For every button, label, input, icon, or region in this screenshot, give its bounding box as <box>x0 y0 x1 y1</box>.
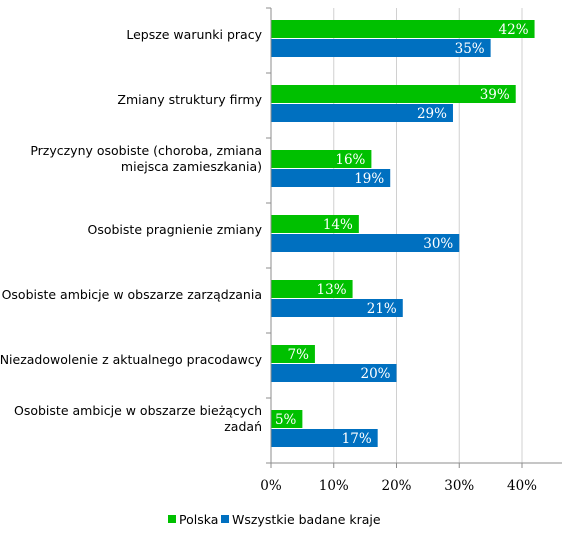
x-tick-label: 40% <box>507 478 537 494</box>
data-label: 35% <box>455 41 485 57</box>
data-label: 29% <box>417 106 447 122</box>
legend-swatch <box>168 515 176 523</box>
data-label: 5% <box>275 412 297 428</box>
category-label: Przyczyny osobiste (choroba, zmiana <box>30 143 262 158</box>
bar <box>271 345 315 363</box>
category-label: Osobiste pragnienie zmiany <box>88 222 263 237</box>
bar <box>271 299 403 317</box>
bar <box>271 104 453 122</box>
category-label: Osobiste ambicje w obszarze zarządzania <box>2 287 262 302</box>
data-label: 16% <box>335 152 365 168</box>
bar <box>271 150 372 168</box>
axes <box>266 7 562 468</box>
data-label: 13% <box>317 282 347 298</box>
bars <box>271 20 535 447</box>
x-tick-label: 0% <box>260 478 282 494</box>
x-tick-label: 20% <box>381 478 411 494</box>
data-label: 30% <box>423 236 453 252</box>
x-tick-label: 30% <box>444 478 474 494</box>
x-tick-label: 10% <box>319 478 349 494</box>
data-label: 21% <box>367 301 397 317</box>
category-label: Lepsze warunki pracy <box>126 27 262 42</box>
legend: Polska Wszystkie badane kraje <box>168 512 381 527</box>
bar <box>271 429 378 447</box>
data-label: 19% <box>354 171 384 187</box>
bar <box>271 364 397 382</box>
category-label: Osobiste ambicje w obszarze bieżących <box>14 403 262 418</box>
bar <box>271 215 359 233</box>
data-label: 14% <box>323 217 353 233</box>
legend-label: Polska <box>179 512 218 527</box>
bar <box>271 234 460 252</box>
category-label: Niezadowolenie z aktualnego pracodawcy <box>0 352 263 367</box>
bar <box>271 85 516 103</box>
data-label: 42% <box>499 22 529 38</box>
data-label: 7% <box>288 347 310 363</box>
data-label: 17% <box>342 431 372 447</box>
data-label: 20% <box>360 366 390 382</box>
legend-swatch <box>221 515 229 523</box>
labels: 42% 35% Lepsze warunki pracy 39% 29% Zmiany s… <box>0 22 537 494</box>
category-label: Zmiany struktury firmy <box>117 92 262 107</box>
category-label: miejsca zamieszkania) <box>121 159 262 174</box>
data-label: 39% <box>480 87 510 103</box>
legend-label: Wszystkie badane kraje <box>232 512 381 527</box>
bar <box>271 39 491 57</box>
bar <box>271 20 535 38</box>
bar <box>271 169 391 187</box>
bar <box>271 410 303 428</box>
bar <box>271 280 353 298</box>
category-label: zadań <box>224 419 262 434</box>
